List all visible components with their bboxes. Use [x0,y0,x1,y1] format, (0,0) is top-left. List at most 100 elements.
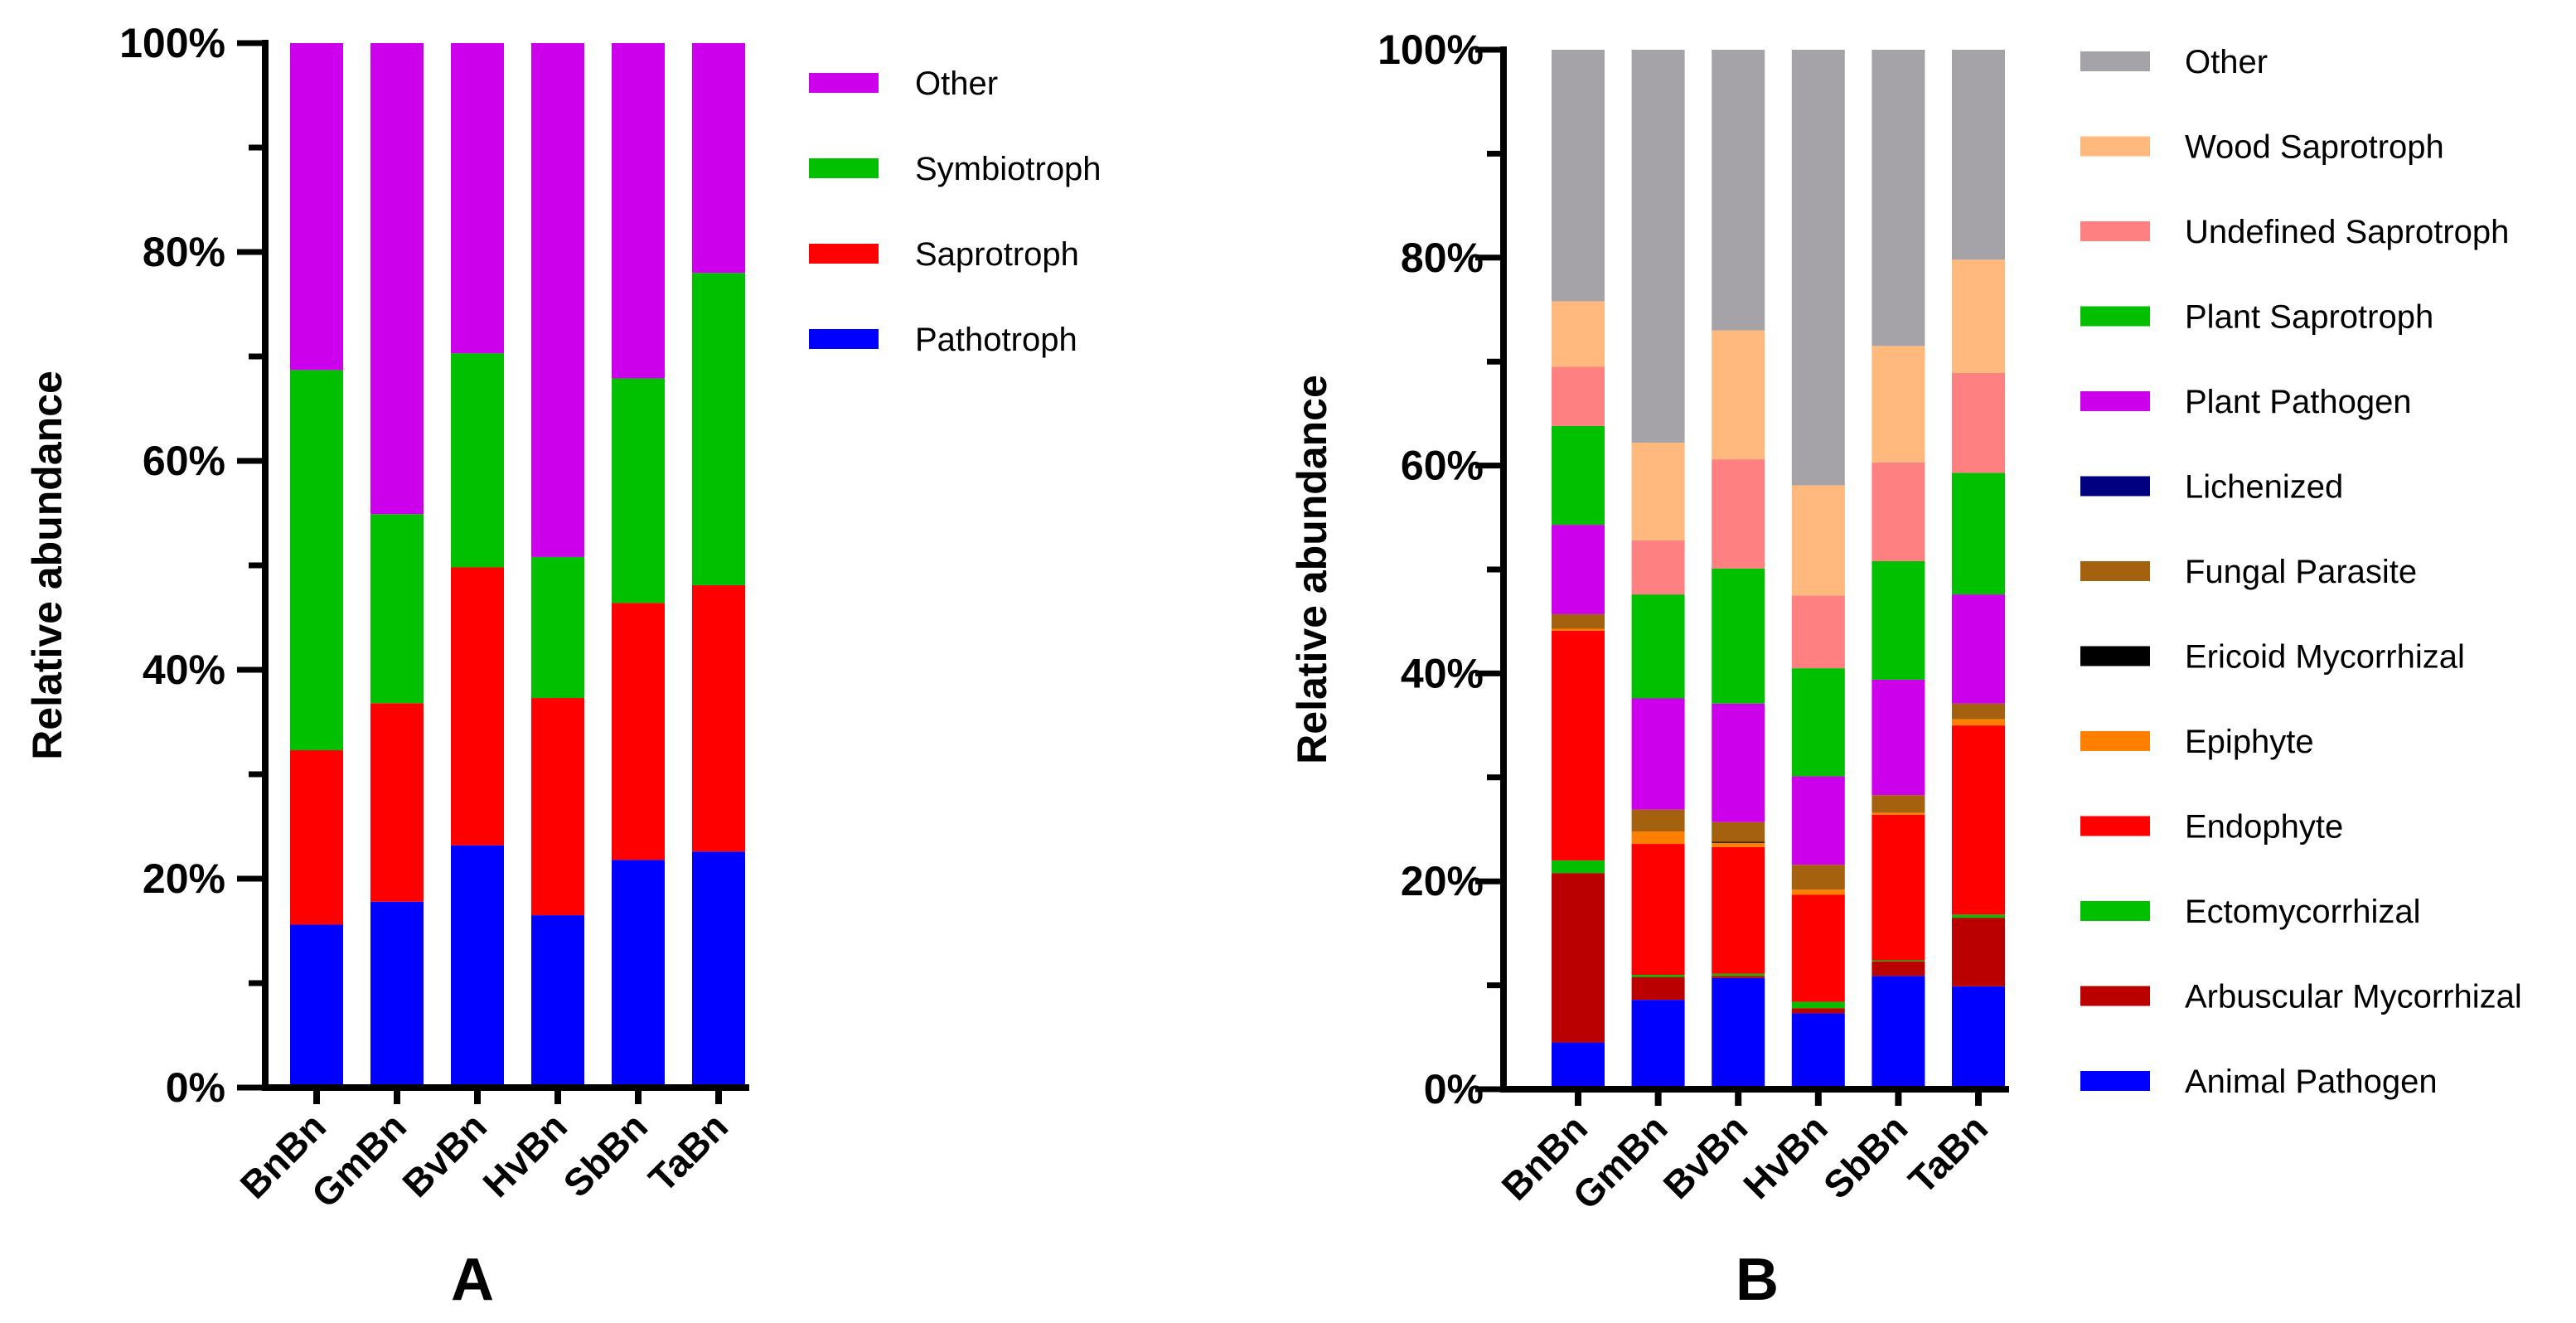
bar-segment-gmbn-symbiotroph [370,514,424,704]
bar-segment-tabn-saprotroph [692,584,745,852]
legend-label: Other [915,65,998,102]
bar-segment-gmbn-animal-pathogen [1631,1000,1685,1089]
bar-segment-bvbn-plant-saprotroph [1712,568,1765,704]
legend-swatch [2080,476,2150,497]
bar-segment-bnbn-undefined-saprotroph [1552,366,1605,426]
bar-segment-sbbn-animal-pathogen [1871,976,1925,1089]
bar-segment-tabn-arbuscular-mycorrhizal [1952,918,2005,986]
legend-label: Lichenized [2185,469,2343,506]
legend-swatch [809,244,879,264]
bar-segment-hvbn-plant-saprotroph [1791,668,1845,777]
bar-segment-gmbn-other [1631,50,1685,443]
legend-item: Animal Pathogen [2080,1064,2438,1100]
legend-item: Other [809,65,998,102]
y-tick-label: 0% [1424,1066,1484,1112]
bar-segment-sbbn-undefined-saprotroph [1871,462,1925,561]
x-tick-label: SbBn [554,1104,656,1205]
panel-label: B [1736,1247,1779,1313]
legend-label: Symbiotroph [915,151,1102,187]
bar-segment-tabn-epiphyte [1952,719,2005,726]
y-tick-label: 100% [119,20,225,66]
bar-segment-tabn-symbiotroph [692,273,745,585]
bar-segment-bnbn-saprotroph [290,750,343,925]
y-tick-label: 0% [166,1064,225,1111]
bar-segment-bvbn-pathotroph [451,845,504,1088]
bar-segment-tabn-endophyte [1952,725,2005,915]
bar-segment-bnbn-ectomycorrhizal [1552,860,1605,874]
legend-label: Ericoid Mycorrhizal [2185,639,2465,676]
bar-segment-sbbn-plant-pathogen [1871,679,1925,796]
legend-swatch [2080,391,2150,411]
bar-segment-tabn-pathotroph [692,851,745,1088]
bar-segment-tabn-plant-pathogen [1952,594,2005,704]
legend-item: Fungal Parasite [2080,554,2417,590]
bar-segment-gmbn-plant-saprotroph [1631,594,1685,699]
bar-segment-tabn-ectomycorrhizal [1952,914,2005,918]
bar-segment-hvbn-endophyte [1791,894,1845,1002]
bar-segment-gmbn-endophyte [1631,844,1685,976]
legend-item: Endophyte [2080,809,2343,846]
legend-item: Lichenized [2080,469,2343,506]
bar-segment-hvbn-wood-saprotroph [1791,485,1845,596]
bar-segment-sbbn-plant-saprotroph [1871,560,1925,680]
legend-label: Undefined Saprotroph [2185,214,2509,250]
bar-segment-hvbn-saprotroph [531,698,584,916]
legend-swatch [2080,306,2150,327]
bar-segment-hvbn-pathotroph [531,915,584,1088]
x-tick-label: SbBn [1815,1106,1916,1207]
bar-segment-bvbn-undefined-saprotroph [1712,459,1765,569]
bar-segment-bvbn-other [451,43,504,354]
bar-segment-gmbn-plant-pathogen [1631,698,1685,810]
bar-segment-hvbn-plant-pathogen [1791,776,1845,865]
legend-swatch [2080,901,2150,921]
legend-item: Arbuscular Mycorrhizal [2080,979,2522,1015]
legend-label: Wood Saprotroph [2185,129,2444,166]
chart-panel-a: BnBnGmBnBvBnHvBnSbBnTaBn0%20%40%60%80%10… [24,20,1102,1313]
panel-label: A [451,1247,494,1313]
x-tick-label: HvBn [1735,1106,1836,1207]
bar-segment-tabn-animal-pathogen [1952,986,2005,1089]
bar-segment-tabn-other [692,43,745,274]
legend-item: Saprotroph [809,236,1079,273]
bar-segment-bnbn-pathotroph [290,924,343,1088]
bar-segment-hvbn-other [531,43,584,557]
legend-swatch [2080,816,2150,836]
legend-swatch [2080,1071,2150,1091]
y-tick-label: 80% [143,229,225,275]
bar-segment-gmbn-wood-saprotroph [1631,443,1685,540]
legend-swatch [2080,986,2150,1006]
legend-label: Endophyte [2185,809,2343,846]
legend-label: Animal Pathogen [2185,1064,2438,1100]
legend-item: Epiphyte [2080,724,2314,760]
bar-segment-sbbn-other [1871,50,1925,346]
bar-segment-gmbn-ectomycorrhizal [1631,975,1685,977]
y-tick-label: 40% [143,647,225,693]
legend-label: Plant Saprotroph [2185,299,2433,336]
legend-swatch [809,73,879,93]
bar-segment-bvbn-animal-pathogen [1712,977,1765,1089]
bar-segment-bvbn-fungal-parasite [1712,821,1765,842]
bar-segment-sbbn-epiphyte [1871,812,1925,815]
legend-swatch [2080,51,2150,71]
y-tick-label: 20% [143,855,225,902]
bar-segment-hvbn-epiphyte [1791,889,1845,895]
bar-segment-hvbn-undefined-saprotroph [1791,595,1845,669]
bar-segment-hvbn-fungal-parasite [1791,865,1845,890]
y-tick-label: 60% [1401,443,1484,489]
bar-segment-bvbn-wood-saprotroph [1712,330,1765,460]
legend-swatch [2080,561,2150,581]
legend-item: Wood Saprotroph [2080,129,2444,166]
bar-segment-gmbn-arbuscular-mycorrhizal [1631,976,1685,1001]
legend-item: Ectomycorrhizal [2080,894,2421,930]
y-tick-label: 80% [1401,235,1484,281]
legend-label: Fungal Parasite [2185,554,2417,590]
bar-segment-bvbn-saprotroph [451,567,504,846]
legend-item: Plant Saprotroph [2080,299,2433,336]
bar-segment-bnbn-other [290,43,343,371]
legend-swatch [809,329,879,349]
bar-segment-bvbn-other [1712,50,1765,331]
bar-segment-bnbn-plant-saprotroph [1552,425,1605,526]
legend-label: Epiphyte [2185,724,2314,760]
bar-segment-tabn-other [1952,50,2005,260]
legend-label: Ectomycorrhizal [2185,894,2421,930]
